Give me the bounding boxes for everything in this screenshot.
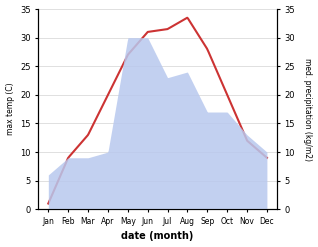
Y-axis label: med. precipitation (kg/m2): med. precipitation (kg/m2) [303, 58, 313, 161]
Y-axis label: max temp (C): max temp (C) [5, 83, 15, 135]
X-axis label: date (month): date (month) [121, 231, 194, 242]
